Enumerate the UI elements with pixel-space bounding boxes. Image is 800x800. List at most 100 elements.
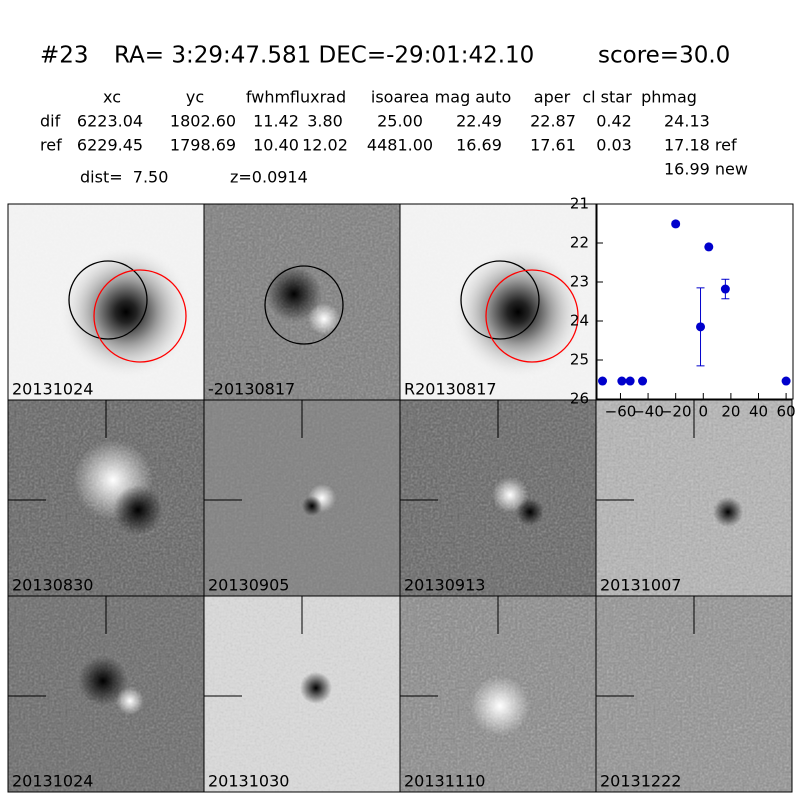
x-tick-label: 0 bbox=[699, 403, 709, 421]
source-blob bbox=[113, 485, 163, 535]
source-blob bbox=[266, 266, 322, 322]
source-blob bbox=[300, 672, 332, 704]
data-point bbox=[598, 376, 608, 386]
table-cell: 6229.45 bbox=[77, 136, 143, 155]
image-panel: 20131007 bbox=[595, 399, 793, 597]
aperture-circle bbox=[485, 269, 579, 363]
column-header: aper bbox=[534, 88, 571, 107]
source-blob bbox=[56, 242, 196, 382]
data-point bbox=[671, 219, 681, 229]
x-tick-label: 60 bbox=[777, 403, 796, 421]
source-blob bbox=[713, 497, 743, 527]
y-tick-label: 24 bbox=[570, 312, 589, 330]
column-header: cl star bbox=[582, 88, 632, 107]
image-panel: 20131024 bbox=[7, 203, 205, 401]
panel-label: R20130817 bbox=[404, 380, 497, 399]
table-cell: 4481.00 bbox=[367, 136, 433, 155]
table-cell: 1798.69 bbox=[170, 136, 236, 155]
panel-label: 20131024 bbox=[12, 380, 93, 399]
new-mag: 16.99 new bbox=[664, 160, 748, 179]
source-blob bbox=[470, 676, 530, 736]
x-tick-label: 40 bbox=[749, 403, 768, 421]
aperture-circle bbox=[93, 269, 187, 363]
source-blob bbox=[448, 242, 588, 382]
y-tick-label: 25 bbox=[570, 351, 589, 369]
table-cell: 25.00 bbox=[377, 112, 423, 131]
table-cell: 10.40 bbox=[253, 136, 299, 155]
source-blob bbox=[308, 303, 340, 335]
score: score=30.0 bbox=[598, 43, 730, 69]
image-panel: 20131024 bbox=[7, 595, 205, 793]
x-tick-label: −20 bbox=[660, 403, 692, 421]
source-blob bbox=[516, 498, 544, 526]
y-tick-label: 21 bbox=[570, 195, 589, 213]
data-point bbox=[704, 242, 714, 252]
source-blob bbox=[78, 656, 128, 706]
table-cell: 0.03 bbox=[596, 136, 632, 155]
aperture-circle bbox=[68, 260, 148, 340]
panel-label: 20130830 bbox=[12, 576, 93, 595]
table-cell: 12.02 bbox=[302, 136, 348, 155]
column-header: phmag bbox=[641, 88, 697, 107]
column-header: fwhm bbox=[246, 88, 290, 107]
panel-label: 20131222 bbox=[600, 772, 681, 791]
image-panel: 20131030 bbox=[203, 595, 401, 793]
table-cell: 24.13 bbox=[664, 112, 710, 131]
column-header: isoarea bbox=[371, 88, 429, 107]
x-tick-label: −40 bbox=[632, 403, 664, 421]
panel-label: 20131110 bbox=[404, 772, 485, 791]
panel-label: 20130913 bbox=[404, 576, 485, 595]
y-tick-label: 23 bbox=[570, 273, 589, 291]
table-cell: 17.18 ref bbox=[664, 136, 737, 155]
table-cell: 1802.60 bbox=[170, 112, 236, 131]
data-point bbox=[625, 376, 635, 386]
panel-label: 20131024 bbox=[12, 772, 93, 791]
y-tick-label: 22 bbox=[570, 234, 589, 252]
distance: dist= 7.50 bbox=[80, 168, 168, 187]
image-panel: 20131110 bbox=[399, 595, 597, 793]
aperture-circle bbox=[264, 265, 344, 345]
column-header: yc bbox=[186, 88, 204, 107]
light-curve: −60−40−20 0 20 40 60 21 22 23 24 25 26 bbox=[570, 195, 796, 421]
data-point bbox=[720, 284, 730, 294]
x-tick-label: 20 bbox=[721, 403, 740, 421]
column-header: fluxrad bbox=[290, 88, 346, 107]
panel-label: 20131007 bbox=[600, 576, 681, 595]
source-blob bbox=[302, 496, 322, 516]
image-panel: R20130817 bbox=[399, 203, 597, 401]
table-cell: 22.87 bbox=[530, 112, 576, 131]
table-cell: 6223.04 bbox=[77, 112, 143, 131]
image-panel: 20130913 bbox=[399, 399, 597, 597]
image-panel: 20130905 bbox=[203, 399, 401, 597]
table-cell: 0.42 bbox=[596, 112, 632, 131]
table-cell: 17.61 bbox=[530, 136, 576, 155]
image-panel: 20130830 bbox=[7, 399, 205, 597]
data-point bbox=[696, 322, 706, 332]
redshift: z=0.0914 bbox=[230, 168, 308, 187]
panel-label: -20130817 bbox=[208, 380, 295, 399]
plot-area bbox=[596, 203, 794, 400]
table-cell: 16.69 bbox=[456, 136, 502, 155]
panel-label: 20131030 bbox=[208, 772, 289, 791]
image-panel: -20130817 bbox=[203, 203, 401, 401]
x-tick-label: −60 bbox=[605, 403, 637, 421]
image-panel: 20131222 bbox=[595, 595, 793, 793]
column-header: mag auto bbox=[435, 88, 512, 107]
panel-label: 20130905 bbox=[208, 576, 289, 595]
row-label: dif bbox=[40, 112, 61, 131]
column-header: xc bbox=[103, 88, 121, 107]
table-cell: 11.42 bbox=[253, 112, 299, 131]
table-cell: 3.80 bbox=[307, 112, 343, 131]
y-tick-label: 26 bbox=[570, 390, 589, 408]
aperture-circle bbox=[460, 260, 540, 340]
panel-border bbox=[595, 595, 793, 793]
table-cell: 22.49 bbox=[456, 112, 502, 131]
data-point bbox=[781, 376, 791, 386]
data-point bbox=[638, 376, 648, 386]
row-label: ref bbox=[40, 136, 62, 155]
candidate-id: #23 bbox=[40, 43, 89, 69]
data-point bbox=[617, 376, 627, 386]
source-blob bbox=[116, 687, 144, 715]
coordinates: RA= 3:29:47.581 DEC=-29:01:42.10 bbox=[114, 43, 534, 69]
